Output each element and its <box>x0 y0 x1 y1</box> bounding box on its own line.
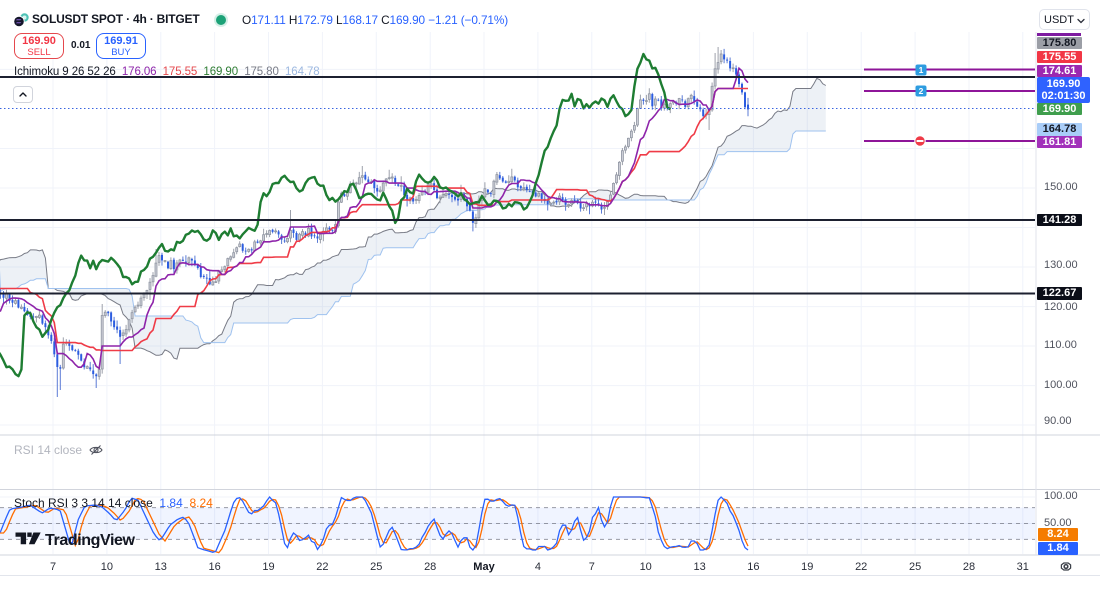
svg-text:10: 10 <box>101 561 113 573</box>
svg-text:25: 25 <box>370 561 382 573</box>
svg-text:16: 16 <box>747 561 759 573</box>
svg-text:31: 31 <box>1017 561 1029 573</box>
svg-text:19: 19 <box>262 561 274 573</box>
svg-text:7: 7 <box>589 561 595 573</box>
svg-text:22: 22 <box>316 561 328 573</box>
svg-text:13: 13 <box>155 561 167 573</box>
svg-text:2: 2 <box>919 86 924 96</box>
svg-text:28: 28 <box>963 561 975 573</box>
svg-text:1: 1 <box>919 65 924 75</box>
svg-text:10: 10 <box>640 561 652 573</box>
svg-text:16: 16 <box>208 561 220 573</box>
svg-text:13: 13 <box>693 561 705 573</box>
svg-text:19: 19 <box>801 561 813 573</box>
svg-text:25: 25 <box>909 561 921 573</box>
svg-text:7: 7 <box>50 561 56 573</box>
svg-text:4: 4 <box>535 561 541 573</box>
svg-text:22: 22 <box>855 561 867 573</box>
svg-text:28: 28 <box>424 561 436 573</box>
svg-text:May: May <box>473 561 495 573</box>
